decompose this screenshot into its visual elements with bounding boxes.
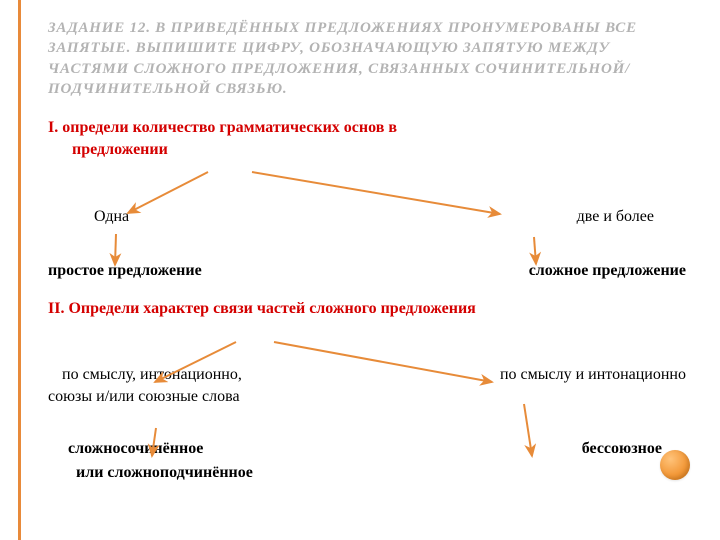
step1-title: I. определи количество грамматических ос… <box>48 117 686 160</box>
decorative-orange-dot <box>660 450 690 480</box>
character-right-col: по смыслу и интонационно <box>500 366 686 406</box>
step1-options-row: Одна две и более <box>48 208 686 226</box>
arrow <box>128 172 208 213</box>
step1-results-row: простое предложение сложное предложение <box>48 262 686 280</box>
arrow <box>534 237 536 264</box>
step2-finals-row: сложносочинённое бессоюзное <box>48 440 686 458</box>
result-complex-sentence: сложное предложение <box>529 262 686 280</box>
step2-title-row: II. Определи характер связи частей сложн… <box>48 298 686 320</box>
final-coordinating: сложносочинённое <box>68 440 203 458</box>
step2-finals-sub: или сложноподчинённое <box>48 464 686 482</box>
character-left-line1: по смыслу, интонационно, <box>62 366 242 384</box>
character-right: по смыслу и интонационно <box>500 366 686 384</box>
step2-title: II. Определи характер связи частей сложн… <box>48 298 686 320</box>
step1-title-line2: предложении <box>48 139 686 161</box>
option-one: Одна <box>94 208 129 226</box>
final-asyndetic: бессоюзное <box>582 440 662 458</box>
option-two-or-more: две и более <box>577 208 654 226</box>
character-left-col: по смыслу, интонационно, союзы и/или сою… <box>62 366 242 406</box>
step1-title-line1: I. определи количество грамматических ос… <box>48 117 686 139</box>
character-left-line2: союзы и/или союзные слова <box>48 388 242 406</box>
result-simple-sentence: простое предложение <box>48 262 202 280</box>
arrow <box>115 234 116 265</box>
left-accent-stripe <box>18 0 21 540</box>
task-header: ЗАДАНИЕ 12. В ПРИВЕДЁННЫХ ПРЕДЛОЖЕНИЯХ П… <box>48 18 686 99</box>
step2-characters-row: по смыслу, интонационно, союзы и/или сою… <box>48 366 686 406</box>
final-subordinating: или сложноподчинённое <box>76 464 253 481</box>
